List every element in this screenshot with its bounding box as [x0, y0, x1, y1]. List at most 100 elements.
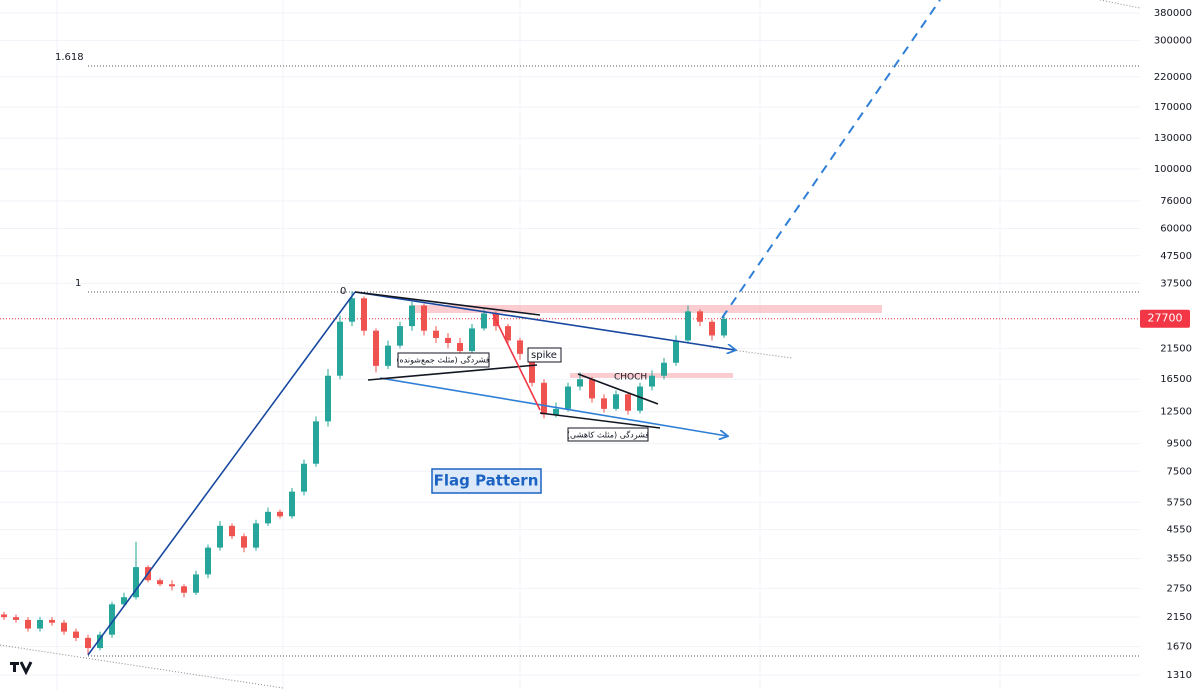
- label-box: [527, 347, 562, 363]
- candle-body: [577, 379, 583, 387]
- y-tick-label: 170000: [1154, 102, 1192, 113]
- flag-lower: [379, 377, 727, 436]
- candle-body: [73, 631, 79, 638]
- candle-body: [133, 567, 139, 598]
- annotation: فشردگی (مثلث جمع‌شونده): [396, 355, 489, 365]
- y-tick-label: 300000: [1154, 36, 1192, 47]
- pattern-title: Flag Pattern: [434, 472, 539, 490]
- candle-body: [25, 619, 31, 629]
- candle-body: [337, 321, 343, 376]
- candle-body: [697, 311, 703, 322]
- candle-body: [13, 617, 19, 620]
- candle-body: [109, 604, 115, 635]
- label-box: [567, 427, 649, 442]
- impulse-line: [87, 291, 356, 656]
- candle-body: [721, 318, 727, 336]
- candle-body: [469, 328, 475, 352]
- candle-body: [673, 340, 679, 363]
- candle-body: [517, 340, 523, 354]
- candle-body: [85, 637, 91, 649]
- y-tick-label: 130000: [1154, 133, 1192, 144]
- candle-body: [409, 305, 415, 327]
- trend-line: [0, 644, 284, 689]
- candle-body: [457, 343, 463, 352]
- axis-bg: [1140, 0, 1200, 690]
- grid: [0, 0, 1140, 690]
- candle-body: [373, 330, 379, 366]
- label-box: [397, 352, 490, 368]
- y-tick-label: 37500: [1160, 278, 1192, 289]
- y-tick-label: 2150: [1167, 612, 1192, 623]
- candle-body: [313, 421, 319, 464]
- annotation: CHOCH: [614, 373, 647, 383]
- trend-line: [354, 291, 541, 316]
- candle-body: [553, 408, 559, 415]
- candle-body: [709, 321, 715, 336]
- price-axis: 1310 1670 2150 2750 3550 4550 5750 7500 9500 1250…: [1140, 0, 1200, 690]
- candle-body: [37, 619, 43, 629]
- candle-body: [121, 597, 127, 605]
- logo: [10, 661, 33, 676]
- candle-body: [445, 337, 451, 344]
- drawings-front: فشردگی (مثلث جمع‌شونده) spike CHOCH فشرد…: [10, 0, 941, 676]
- candle-body: [589, 379, 595, 399]
- fib-label: 0: [340, 286, 346, 297]
- candles: [1, 291, 727, 655]
- y-tick-label: 5750: [1167, 497, 1192, 508]
- candle-body: [385, 345, 391, 366]
- candle-body: [253, 523, 259, 548]
- y-tick-label: 220000: [1154, 72, 1192, 83]
- trend-line: [367, 364, 538, 381]
- candle-body: [49, 619, 55, 623]
- candle-body: [1, 614, 7, 618]
- y-tick-label: 4550: [1167, 525, 1192, 536]
- candle-body: [421, 305, 427, 331]
- candle-body: [157, 580, 163, 585]
- candle-body: [361, 298, 367, 331]
- fib-label: 1.618: [55, 52, 84, 63]
- resistance-zone: [410, 305, 882, 313]
- annotation: فشردگی (مثلث کاهشی): [567, 430, 649, 440]
- y-tick-label: 12500: [1160, 407, 1192, 418]
- pattern-box: [431, 468, 542, 494]
- candle-body: [205, 547, 211, 575]
- y-tick-label: 76000: [1160, 196, 1192, 207]
- fib-label: 1: [75, 278, 81, 289]
- y-tick-label: 2750: [1167, 583, 1192, 594]
- candle-body: [193, 574, 199, 593]
- candle-body: [433, 330, 439, 338]
- candle-body: [685, 311, 691, 341]
- candle-body: [505, 326, 511, 341]
- candle-body: [301, 463, 307, 492]
- candle-body: [61, 622, 67, 632]
- candle-body: [637, 386, 643, 411]
- y-tick-label: 21500: [1160, 343, 1192, 354]
- candle-body: [397, 326, 403, 346]
- candle-body: [649, 375, 655, 387]
- candle-body: [481, 313, 487, 329]
- y-tick-label: 1670: [1167, 642, 1192, 653]
- candle-body: [277, 511, 283, 517]
- candle-body: [325, 375, 331, 422]
- candle-body: [229, 525, 235, 537]
- candle-body: [541, 382, 547, 415]
- candle-body: [613, 394, 619, 409]
- y-tick-label: 7500: [1167, 466, 1192, 477]
- y-tick-label: 100000: [1154, 164, 1192, 175]
- y-tick-label: 47500: [1160, 251, 1192, 262]
- y-tick-label: 60000: [1160, 223, 1192, 234]
- trend-line: [539, 412, 661, 429]
- candle-body: [241, 536, 247, 548]
- y-tick-label: 16500: [1160, 374, 1192, 385]
- y-tick-label: 380000: [1154, 8, 1192, 19]
- last-price-label: 27700: [1148, 312, 1183, 325]
- candle-body: [217, 525, 223, 548]
- y-tick-label: 9500: [1167, 439, 1192, 450]
- candle-body: [97, 634, 103, 649]
- trend-line: [1099, 0, 1141, 9]
- candle-body: [601, 398, 607, 409]
- spike-line: [492, 313, 541, 411]
- flag-upper: [354, 291, 735, 350]
- candle-body: [181, 586, 187, 593]
